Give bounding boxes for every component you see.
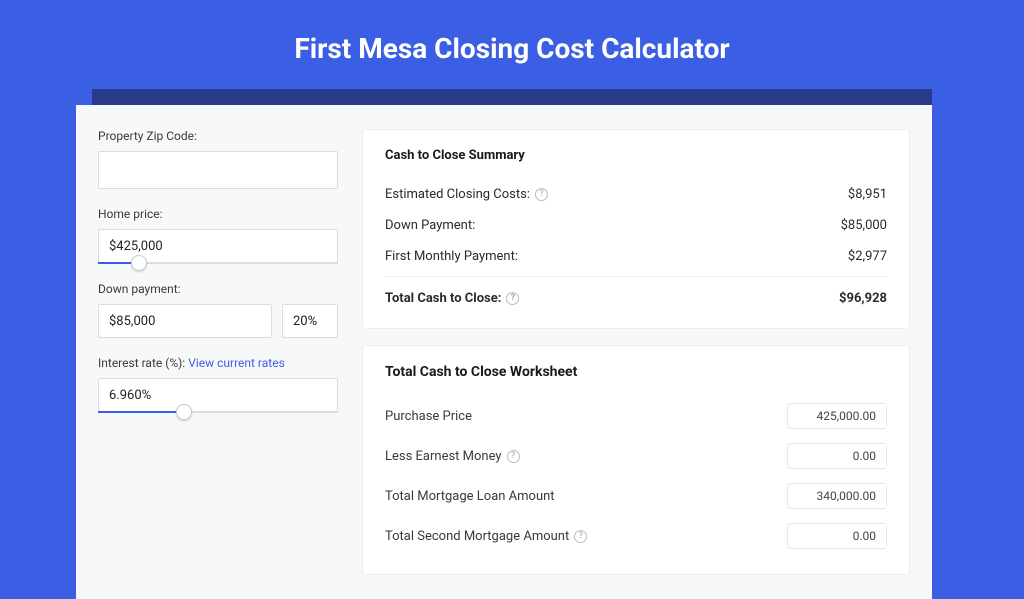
help-icon[interactable]: ?	[535, 188, 548, 201]
interest-rate-field-group: Interest rate (%): View current rates 6.…	[98, 356, 338, 413]
home-price-slider-thumb[interactable]	[131, 255, 147, 271]
summary-panel: Cash to Close Summary Estimated Closing …	[362, 129, 910, 329]
interest-rate-slider-thumb[interactable]	[176, 404, 192, 420]
down-payment-field-group: Down payment: $85,000 20%	[98, 282, 338, 338]
down-payment-input[interactable]: $85,000	[98, 304, 272, 338]
down-payment-label: Down payment:	[98, 282, 338, 296]
view-rates-link[interactable]: View current rates	[188, 356, 285, 370]
help-icon[interactable]: ?	[507, 450, 520, 463]
worksheet-row-earnest-money: Less Earnest Money ? 0.00	[385, 436, 887, 476]
home-price-slider[interactable]	[98, 262, 338, 264]
worksheet-value[interactable]: 425,000.00	[787, 403, 887, 429]
summary-title: Cash to Close Summary	[385, 148, 887, 163]
interest-rate-slider-fill	[98, 411, 184, 413]
summary-total-label: Total Cash to Close:	[385, 291, 501, 306]
worksheet-label: Total Second Mortgage Amount	[385, 529, 569, 544]
down-payment-pct-input[interactable]: 20%	[282, 304, 338, 338]
worksheet-title: Total Cash to Close Worksheet	[385, 364, 887, 380]
interest-rate-input[interactable]: 6.960%	[98, 378, 338, 412]
summary-value: $2,977	[848, 249, 887, 264]
worksheet-panel: Total Cash to Close Worksheet Purchase P…	[362, 345, 910, 575]
zip-label: Property Zip Code:	[98, 129, 338, 143]
worksheet-label: Total Mortgage Loan Amount	[385, 489, 555, 504]
worksheet-row-mortgage-loan: Total Mortgage Loan Amount 340,000.00	[385, 476, 887, 516]
interest-rate-slider[interactable]	[98, 411, 338, 413]
interest-rate-label-text: Interest rate (%):	[98, 356, 188, 370]
summary-row-closing-costs: Estimated Closing Costs: ? $8,951	[385, 179, 887, 210]
zip-input[interactable]	[98, 151, 338, 189]
page-title: First Mesa Closing Cost Calculator	[0, 0, 1024, 89]
summary-row-down-payment: Down Payment: $85,000	[385, 210, 887, 241]
card-shadow: Property Zip Code: Home price: $425,000 …	[92, 89, 932, 599]
worksheet-label: Less Earnest Money	[385, 449, 502, 464]
worksheet-label: Purchase Price	[385, 409, 472, 424]
interest-rate-label: Interest rate (%): View current rates	[98, 356, 338, 370]
worksheet-value[interactable]: 0.00	[787, 523, 887, 549]
summary-row-first-monthly: First Monthly Payment: $2,977	[385, 241, 887, 272]
results-column: Cash to Close Summary Estimated Closing …	[362, 129, 910, 575]
calculator-card: Property Zip Code: Home price: $425,000 …	[76, 105, 932, 599]
worksheet-row-purchase-price: Purchase Price 425,000.00	[385, 396, 887, 436]
zip-field-group: Property Zip Code:	[98, 129, 338, 189]
summary-total-value: $96,928	[839, 291, 887, 306]
summary-label: Estimated Closing Costs:	[385, 187, 530, 202]
worksheet-row-second-mortgage: Total Second Mortgage Amount ? 0.00	[385, 516, 887, 556]
summary-row-total: Total Cash to Close: ? $96,928	[385, 276, 887, 314]
help-icon[interactable]: ?	[506, 292, 519, 305]
worksheet-value[interactable]: 340,000.00	[787, 483, 887, 509]
help-icon[interactable]: ?	[574, 530, 587, 543]
summary-value: $8,951	[848, 187, 887, 202]
inputs-column: Property Zip Code: Home price: $425,000 …	[98, 129, 338, 575]
summary-label: First Monthly Payment:	[385, 249, 518, 264]
home-price-label: Home price:	[98, 207, 338, 221]
summary-value: $85,000	[841, 218, 887, 233]
worksheet-value[interactable]: 0.00	[787, 443, 887, 469]
summary-label: Down Payment:	[385, 218, 475, 233]
home-price-field-group: Home price: $425,000	[98, 207, 338, 264]
